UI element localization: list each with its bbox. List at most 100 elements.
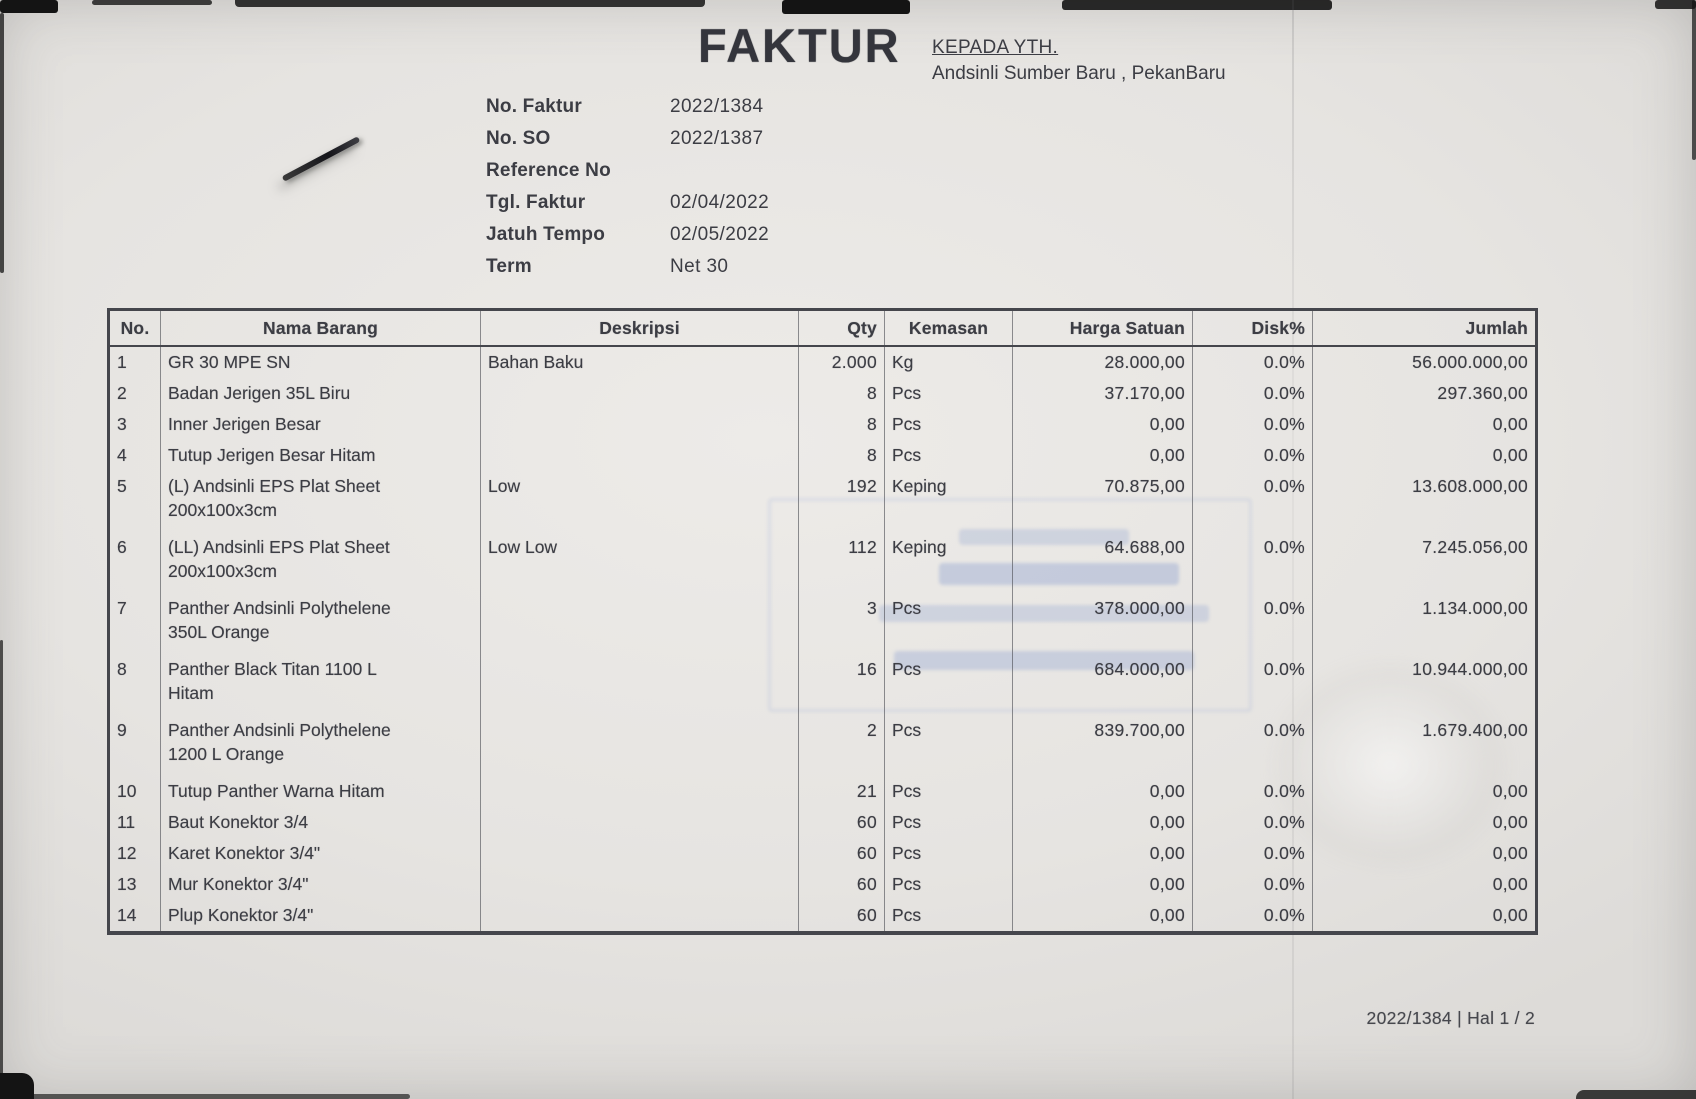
cell-deskripsi: Low xyxy=(480,471,799,532)
cell-deskripsi xyxy=(480,900,799,933)
cell-deskripsi xyxy=(480,593,799,654)
field-value-tgl-faktur: 02/04/2022 xyxy=(670,192,770,213)
cell-disk: 0.0% xyxy=(1192,869,1313,900)
cell-nama: (L) Andsinli EPS Plat Sheet 200x100x3cm xyxy=(160,471,481,532)
cell-kemasan: Pcs xyxy=(884,776,1013,807)
cell-no: 5 xyxy=(108,471,161,532)
cell-nama: GR 30 MPE SN xyxy=(160,346,481,378)
cell-disk: 0.0% xyxy=(1192,807,1313,838)
cell-kemasan: Keping xyxy=(884,532,1013,593)
scan-edge-artifact xyxy=(1692,0,1696,160)
cell-kemasan: Pcs xyxy=(884,807,1013,838)
invoice-meta-fields: No. Faktur 2022/1384 No. SO 2022/1387 Re… xyxy=(486,96,769,278)
cell-no: 3 xyxy=(108,409,161,440)
cell-deskripsi xyxy=(480,378,799,409)
cell-disk: 0.0% xyxy=(1192,409,1313,440)
cell-nama: Badan Jerigen 35L Biru xyxy=(160,378,481,409)
cell-disk: 0.0% xyxy=(1192,900,1313,933)
table-row: 2 Badan Jerigen 35L Biru 8 Pcs 37.170,00 0.0%… xyxy=(108,378,1537,409)
cell-deskripsi: Bahan Baku xyxy=(480,346,799,378)
field-label-no-faktur: No. Faktur xyxy=(486,96,582,117)
cell-kemasan: Pcs xyxy=(884,869,1013,900)
cell-harga: 37.170,00 xyxy=(1012,378,1193,409)
cell-no: 8 xyxy=(108,654,161,715)
cell-deskripsi xyxy=(480,409,799,440)
scan-edge-artifact xyxy=(0,640,3,1099)
cell-nama: Mur Konektor 3/4" xyxy=(160,869,481,900)
table-row: 7 Panther Andsinli Polythelene 350L Orange… xyxy=(108,593,1537,654)
cell-disk: 0.0% xyxy=(1192,838,1313,869)
cell-harga: 0,00 xyxy=(1012,900,1193,933)
field-label-term: Term xyxy=(486,256,532,277)
cell-disk: 0.0% xyxy=(1192,471,1313,532)
cell-harga: 0,00 xyxy=(1012,869,1193,900)
cell-harga: 0,00 xyxy=(1012,838,1193,869)
cell-disk: 0.0% xyxy=(1192,346,1313,378)
cell-no: 10 xyxy=(108,776,161,807)
cell-kemasan: Pcs xyxy=(884,900,1013,933)
col-header-nama: Nama Barang xyxy=(160,309,481,347)
cell-harga: 70.875,00 xyxy=(1012,471,1193,532)
cell-jumlah: 0,00 xyxy=(1312,869,1537,900)
cell-no: 11 xyxy=(108,807,161,838)
cell-no: 9 xyxy=(108,715,161,776)
cell-harga: 0,00 xyxy=(1012,440,1193,471)
cell-qty: 60 xyxy=(798,869,885,900)
col-header-jumlah: Jumlah xyxy=(1312,309,1537,347)
table-row: 8 Panther Black Titan 1100 L Hitam 16 Pcs 684… xyxy=(108,654,1537,715)
cell-harga: 28.000,00 xyxy=(1012,346,1193,378)
cell-harga: 0,00 xyxy=(1012,807,1193,838)
table-row: 5 (L) Andsinli EPS Plat Sheet 200x100x3cm L… xyxy=(108,471,1537,532)
cell-kemasan: Keping xyxy=(884,471,1013,532)
cell-jumlah: 1.134.000,00 xyxy=(1312,593,1537,654)
cell-deskripsi xyxy=(480,776,799,807)
cell-disk: 0.0% xyxy=(1192,715,1313,776)
cell-disk: 0.0% xyxy=(1192,378,1313,409)
cell-jumlah: 0,00 xyxy=(1312,440,1537,471)
line-items-table: No. Nama Barang Deskripsi Qty Kemasan Ha… xyxy=(107,308,1538,935)
col-header-deskripsi: Deskripsi xyxy=(480,309,799,347)
scan-edge-artifact xyxy=(30,1094,410,1099)
cell-qty: 60 xyxy=(798,838,885,869)
scan-edge-artifact xyxy=(0,0,58,13)
col-header-harga: Harga Satuan xyxy=(1012,309,1193,347)
col-header-qty: Qty xyxy=(798,309,885,347)
cell-qty: 3 xyxy=(798,593,885,654)
field-value-no-faktur: 2022/1384 xyxy=(670,96,764,117)
cell-qty: 8 xyxy=(798,378,885,409)
cell-deskripsi xyxy=(480,715,799,776)
cell-kemasan: Pcs xyxy=(884,715,1013,776)
table-row: 12 Karet Konektor 3/4" 60 Pcs 0,00 0.0% 0,00 xyxy=(108,838,1537,869)
scan-edge-artifact xyxy=(1062,0,1332,10)
cell-kemasan: Pcs xyxy=(884,409,1013,440)
recipient-label: KEPADA YTH. xyxy=(932,37,1059,58)
table-row: 1 GR 30 MPE SN Bahan Baku 2.000 Kg 28.000,00 0… xyxy=(108,346,1537,378)
cell-jumlah: 0,00 xyxy=(1312,409,1537,440)
table-row: 4 Tutup Jerigen Besar Hitam 8 Pcs 0,00 0.0% 0,… xyxy=(108,440,1537,471)
table-row: 9 Panther Andsinli Polythelene 1200 L Oran… xyxy=(108,715,1537,776)
cell-nama: Panther Black Titan 1100 L Hitam xyxy=(160,654,481,715)
cell-qty: 21 xyxy=(798,776,885,807)
cell-jumlah: 0,00 xyxy=(1312,900,1537,933)
cell-harga: 378.000,00 xyxy=(1012,593,1193,654)
scan-edge-artifact xyxy=(0,13,4,273)
cell-no: 7 xyxy=(108,593,161,654)
scan-edge-artifact xyxy=(0,1073,34,1099)
col-header-kemasan: Kemasan xyxy=(884,309,1013,347)
cell-no: 4 xyxy=(108,440,161,471)
field-label-jatuh-tempo: Jatuh Tempo xyxy=(486,224,606,245)
cell-deskripsi xyxy=(480,654,799,715)
cell-no: 13 xyxy=(108,869,161,900)
cell-no: 12 xyxy=(108,838,161,869)
cell-qty: 2 xyxy=(798,715,885,776)
cell-jumlah: 0,00 xyxy=(1312,838,1537,869)
cell-nama: Inner Jerigen Besar xyxy=(160,409,481,440)
cell-jumlah: 0,00 xyxy=(1312,776,1537,807)
table-row: 11 Baut Konektor 3/4 60 Pcs 0,00 0.0% 0,00 xyxy=(108,807,1537,838)
cell-qty: 8 xyxy=(798,440,885,471)
col-header-no: No. xyxy=(108,309,161,347)
field-value-no-so: 2022/1387 xyxy=(670,128,764,149)
cell-qty: 2.000 xyxy=(798,346,885,378)
scan-edge-artifact xyxy=(1655,0,1696,9)
cell-disk: 0.0% xyxy=(1192,593,1313,654)
